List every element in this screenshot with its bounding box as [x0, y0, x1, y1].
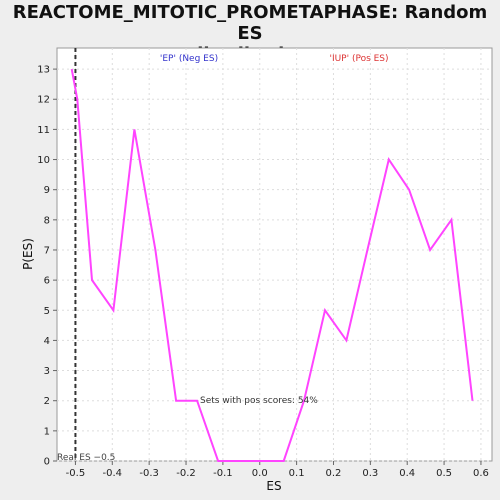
y-tick-label: 2 — [44, 396, 50, 407]
x-tick-label: -0.1 — [213, 468, 233, 479]
x-tick-label: -0.3 — [139, 468, 159, 479]
y-tick-label: 13 — [37, 65, 50, 76]
neg-es-label: 'EP' (Neg ES) — [160, 54, 218, 64]
y-tick-label: 11 — [37, 125, 50, 136]
x-tick-label: -0.5 — [66, 468, 86, 479]
y-axis-label: P(ES) — [21, 238, 35, 270]
y-tick-label: 7 — [44, 245, 50, 256]
real-es-label: Real ES −0.5 — [57, 453, 115, 463]
pos-scores-label: Sets with pos scores: 54% — [200, 396, 318, 406]
y-tick-label: 6 — [44, 276, 50, 287]
x-tick-label: -0.4 — [103, 468, 123, 479]
y-tick-label: 4 — [44, 336, 50, 347]
x-tick-label: 0.4 — [399, 468, 415, 479]
y-tick-label: 1 — [44, 426, 50, 437]
chart-title-line-1: REACTOME_MITOTIC_PROMETAPHASE: Random ES — [12, 2, 488, 44]
x-tick-label: 0.0 — [252, 468, 268, 479]
random-es-series-line — [70, 68, 474, 462]
x-tick-label: 0.5 — [436, 468, 452, 479]
x-tick-label: 0.3 — [362, 468, 378, 479]
y-tick-label: 3 — [44, 366, 50, 377]
y-tick-label: 9 — [44, 185, 50, 196]
pos-es-label: 'IUP' (Pos ES) — [329, 54, 388, 64]
plot-area — [56, 47, 493, 462]
y-tick-label: 10 — [37, 155, 50, 166]
y-tick-label: 5 — [44, 306, 50, 317]
x-tick-label: 0.1 — [289, 468, 305, 479]
x-tick-label: -0.2 — [176, 468, 196, 479]
y-tick-label: 12 — [37, 95, 50, 106]
x-tick-label: 0.2 — [326, 468, 342, 479]
x-axis-label: ES — [266, 479, 281, 493]
x-axis-ticks: -0.5 -0.4 -0.3 -0.2 -0.1 0.0 0.1 0.2 0.3 0.4 0.5 0.… — [66, 461, 489, 479]
y-tick-label: 8 — [44, 215, 50, 226]
x-tick-label: 0.6 — [473, 468, 489, 479]
grid-lines — [57, 48, 492, 462]
y-tick-label: 0 — [44, 457, 50, 468]
